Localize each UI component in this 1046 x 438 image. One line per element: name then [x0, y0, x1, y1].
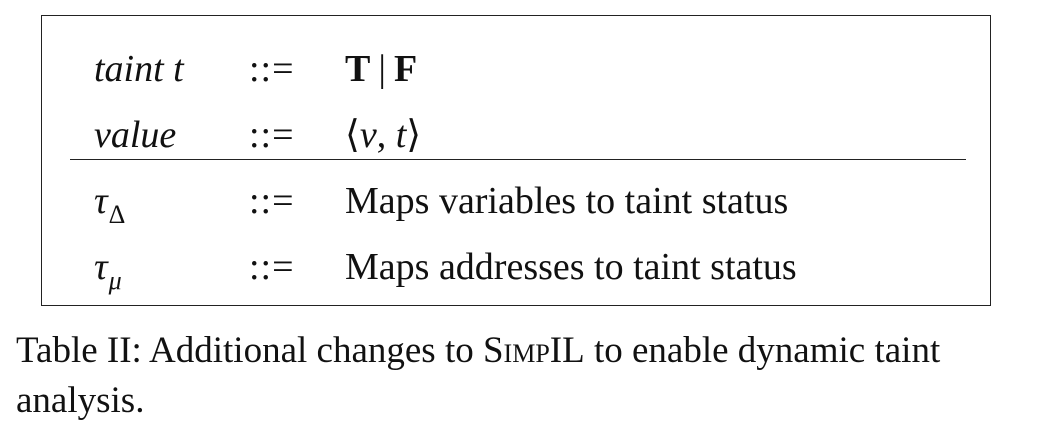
delta-subscript: Δ [108, 200, 126, 229]
true-constant: T [345, 48, 371, 90]
grammar-row-tau-delta: τΔ ::= Maps variables to taint status [42, 176, 990, 229]
rhs-taint-values: T | F [345, 44, 417, 94]
left-angle-bracket: ⟨ [345, 114, 360, 156]
tau-symbol: τ [94, 180, 108, 222]
pair-t: t [395, 114, 407, 156]
tau-symbol: τ [94, 246, 108, 288]
pair-v: v [359, 114, 377, 156]
definition-operator: ::= [249, 48, 295, 90]
definition-operator: ::= [249, 114, 295, 156]
grammar-row-taint: taint t ::= T | F [42, 44, 990, 94]
table-caption: Table II: Additional changes to SimpIL t… [16, 326, 1026, 426]
pair-comma: , [376, 114, 387, 156]
rhs-tau-mu-description: Maps addresses to taint status [345, 246, 797, 288]
lhs-taint: taint t [94, 48, 184, 90]
lhs-tau-mu: τμ [94, 242, 122, 296]
pair-space [386, 114, 396, 156]
table-divider [70, 159, 966, 160]
caption-prefix: Table II: Additional changes to [16, 330, 483, 371]
rhs-value-pair: ⟨v, t⟩ [345, 110, 421, 160]
alternative-bar: | [378, 48, 386, 90]
lhs-tau-delta: τΔ [94, 176, 125, 230]
rhs-tau-delta-description: Maps variables to taint status [345, 180, 789, 222]
mu-subscript: μ [108, 266, 122, 295]
definition-operator: ::= [249, 246, 295, 288]
definition-operator: ::= [249, 180, 295, 222]
caption-language-name: SimpIL [482, 330, 585, 371]
false-constant: F [393, 48, 418, 90]
caption-suffix: to enable dynamic taint analysis. [16, 330, 941, 421]
grammar-row-value: value ::= ⟨v, t⟩ [42, 110, 990, 160]
grammar-table: taint t ::= T | F value ::= ⟨v, t⟩ τΔ ::= … [41, 15, 991, 306]
grammar-row-tau-mu: τμ ::= Maps addresses to taint status [42, 242, 990, 295]
right-angle-bracket: ⟩ [406, 114, 422, 156]
lhs-value: value [94, 114, 177, 156]
